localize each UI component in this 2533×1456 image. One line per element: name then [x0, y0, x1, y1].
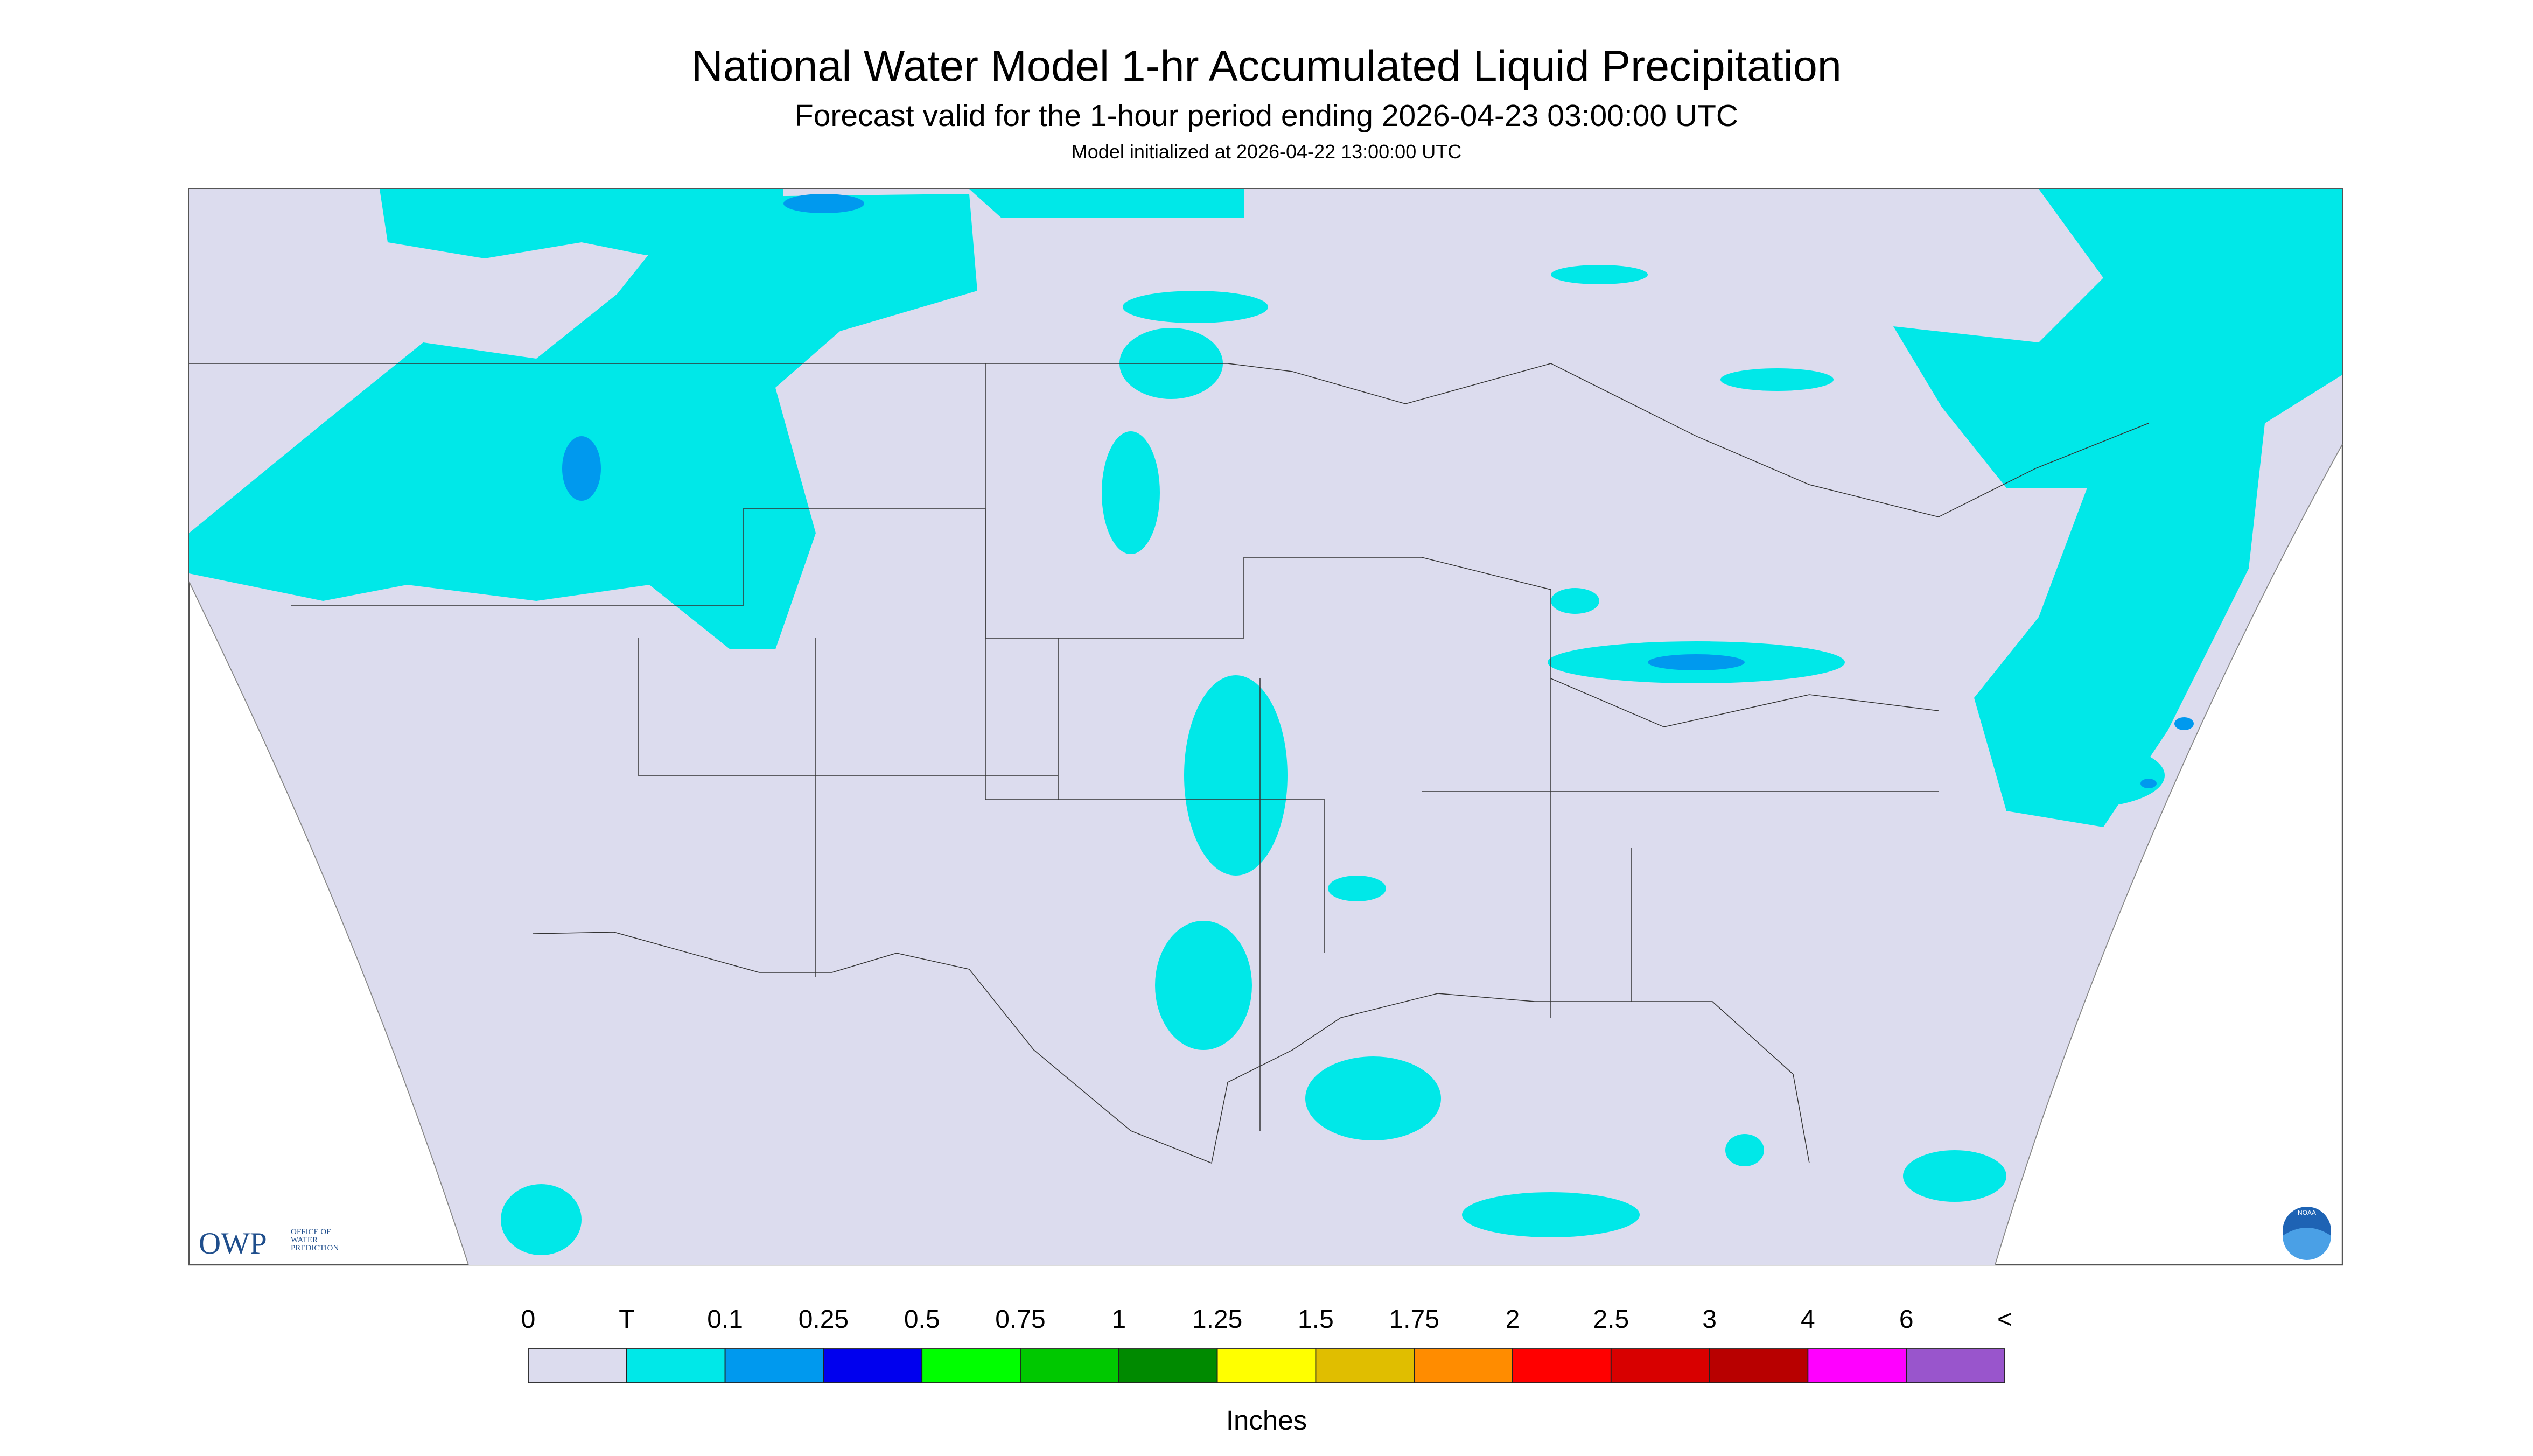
domain-edge: [188, 444, 2343, 1265]
precip-area: [1551, 588, 1599, 614]
legend-label: <: [1997, 1305, 2012, 1334]
legend-label: 3: [1702, 1305, 1717, 1334]
precip-moderate: [562, 194, 2194, 789]
legend-swatch: [823, 1348, 923, 1383]
owp-logo: OWP: [199, 1227, 267, 1261]
precip-area: [501, 1184, 582, 1256]
borders: [189, 363, 2149, 1164]
precip-area: [1328, 876, 1386, 902]
precip-area: [1893, 189, 2342, 828]
legend-swatch: [724, 1348, 824, 1383]
legend-label: 6: [1899, 1305, 1914, 1334]
legend-label: 0.5: [904, 1305, 940, 1334]
legend-swatch: [626, 1348, 726, 1383]
border-line: [533, 932, 1810, 1164]
legend-swatch: [1610, 1348, 1710, 1383]
precip-area: [1720, 368, 1834, 391]
legend-label: 4: [1801, 1305, 1815, 1334]
noaa-logo-wave: [2283, 1228, 2331, 1261]
legend-unit: Inches: [1226, 1405, 1307, 1436]
legend-label: 1.75: [1389, 1305, 1439, 1334]
precip-area: [1123, 291, 1268, 324]
precip-area: [1155, 921, 1252, 1051]
legend-swatch: [1020, 1348, 1119, 1383]
precip-light: [189, 189, 2342, 1256]
precip-area: [783, 194, 864, 214]
noaa-logo-text: NOAA: [2298, 1209, 2316, 1216]
legend-label: 1: [1111, 1305, 1126, 1334]
owp-logo-line: PREDICTION: [291, 1244, 339, 1252]
legend-label: 0.75: [995, 1305, 1045, 1334]
legend-label: T: [619, 1305, 634, 1334]
legend-swatch: [1807, 1348, 1907, 1383]
precip-area: [969, 189, 1244, 219]
legend-swatch: [1709, 1348, 1809, 1383]
legend-label: 0.1: [707, 1305, 743, 1334]
precip-area: [1102, 431, 1160, 555]
precip-area: [2140, 779, 2157, 789]
border-line: [291, 508, 1939, 727]
legend: 0 T 0.1 0.25 0.5 0.75 1 1.25 1.5 1.75 2 2.5 3 4 6 <: [521, 1305, 2012, 1383]
precip-area: [1648, 654, 1745, 671]
legend-label: 1.5: [1298, 1305, 1334, 1334]
map-area: [189, 189, 2342, 1265]
legend-swatch: [1512, 1348, 1612, 1383]
precip-area: [2174, 717, 2194, 731]
precip-area: [1305, 1056, 1441, 1141]
subtitle: Forecast valid for the 1-hour period end…: [795, 99, 1738, 133]
precip-area: [1184, 675, 1288, 876]
border-line: [189, 363, 2149, 517]
owp-logo-line: WATER: [291, 1236, 318, 1244]
legend-swatch: [1906, 1348, 2005, 1383]
legend-swatch: [921, 1348, 1021, 1383]
legend-swatch: [1414, 1348, 1513, 1383]
precip-area: [1462, 1192, 1640, 1238]
init-note: Model initialized at 2026-04-22 13:00:00…: [1072, 141, 1461, 163]
title: National Water Model 1-hr Accumulated Li…: [691, 42, 1842, 90]
precip-area: [1725, 1134, 1764, 1167]
border-line: [638, 363, 1939, 1131]
legend-label: 0.25: [799, 1305, 849, 1334]
legend-swatch: [1118, 1348, 1218, 1383]
precip-area: [380, 189, 783, 259]
legend-swatch: [1315, 1348, 1415, 1383]
legend-label: 2.5: [1593, 1305, 1629, 1334]
legend-label: 0: [521, 1305, 536, 1334]
precip-area: [2003, 743, 2165, 808]
owp-logo-line: OFFICE OF: [291, 1228, 331, 1236]
legend-label: 1.25: [1192, 1305, 1242, 1334]
precip-area: [1551, 265, 1648, 285]
legend-label: 2: [1506, 1305, 1520, 1334]
legend-swatch: [1216, 1348, 1317, 1383]
precip-area: [562, 436, 601, 501]
precip-area: [1903, 1150, 2006, 1202]
precip-area: [189, 194, 977, 650]
legend-swatch: [528, 1348, 627, 1383]
